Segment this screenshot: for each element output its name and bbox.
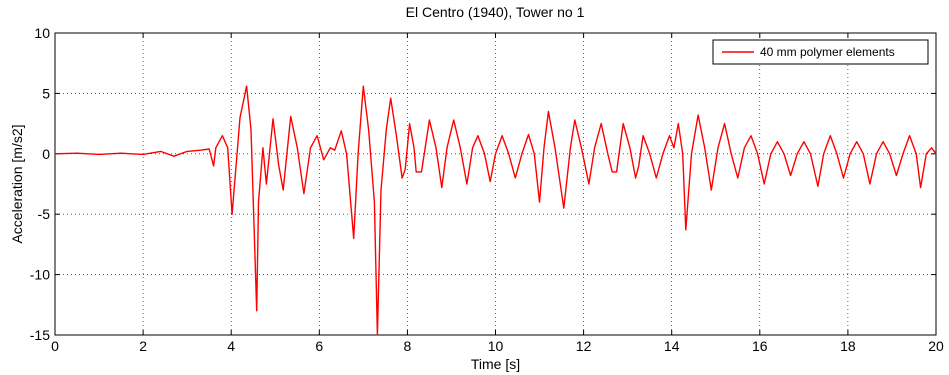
y-tick-label: 5 [42, 85, 50, 101]
plot-area [54, 32, 937, 336]
series-line [54, 85, 937, 336]
x-tick-label: 6 [315, 338, 323, 354]
x-tick-label: 20 [928, 338, 944, 354]
x-tick-label: 2 [139, 338, 147, 354]
legend: 40 mm polymer elements [712, 39, 929, 65]
x-tick-label: 16 [752, 338, 768, 354]
y-axis-label: Acceleration [m/s2] [9, 124, 25, 243]
axis-tick-labels: 0 2 4 6 8 10 12 14 16 18 20 -15 -10 -5 0 5 10 [30, 25, 944, 354]
x-tick-label: 4 [227, 338, 235, 354]
x-tick-label: 12 [576, 338, 592, 354]
series-layer [54, 85, 937, 336]
grid [55, 33, 936, 335]
x-axis-label: Time [s] [471, 356, 520, 372]
legend-entry: 40 mm polymer elements [760, 45, 895, 59]
y-tick-label: 10 [34, 25, 50, 41]
y-tick-label: -10 [30, 267, 50, 283]
y-tick-label: -5 [38, 206, 51, 222]
x-tick-label: 10 [488, 338, 504, 354]
x-tick-label: 14 [664, 338, 680, 354]
y-tick-label: 0 [42, 146, 50, 162]
x-tick-label: 18 [840, 338, 856, 354]
x-tick-label: 0 [51, 338, 59, 354]
y-tick-label: -15 [30, 327, 50, 343]
x-tick-label: 8 [404, 338, 412, 354]
chart-title: El Centro (1940), Tower no 1 [406, 4, 585, 20]
